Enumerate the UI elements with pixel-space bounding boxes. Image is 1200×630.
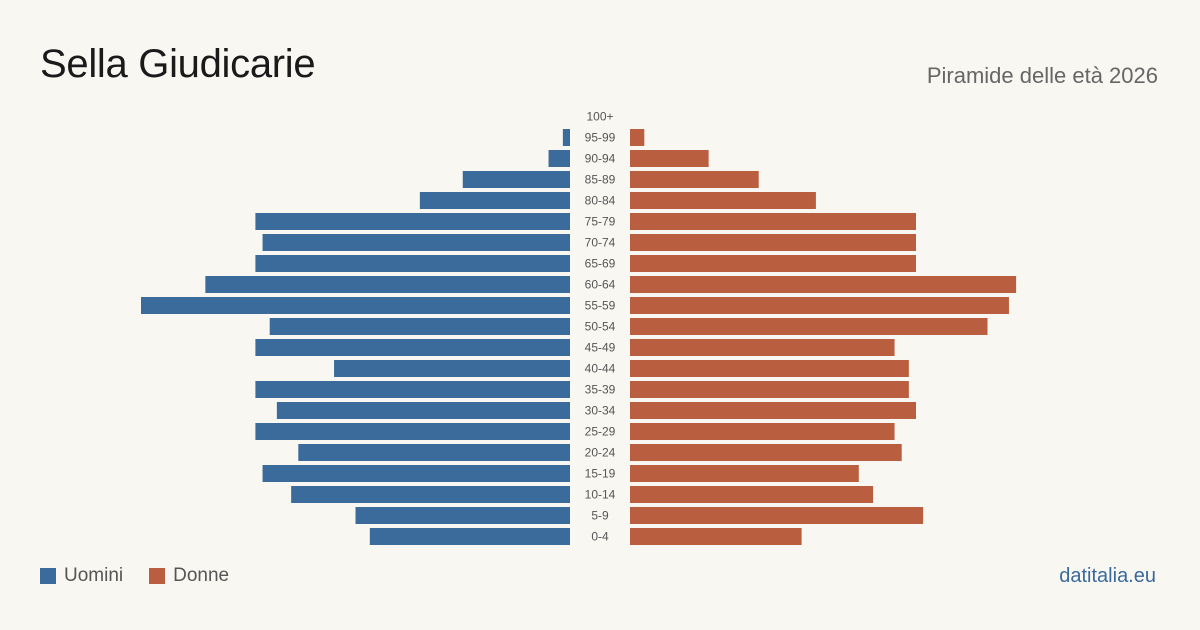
age-label-70-74: 70-74	[585, 236, 616, 250]
age-label-85-89: 85-89	[585, 173, 616, 187]
bar-men-25-29	[255, 423, 570, 440]
age-label-75-79: 75-79	[585, 215, 616, 229]
bar-men-30-34	[276, 402, 570, 419]
bar-men-40-44	[334, 360, 570, 377]
chart-title: Sella Giudicarie	[40, 42, 316, 86]
bar-men-75-79	[255, 213, 570, 230]
bar-women-25-29	[630, 423, 895, 440]
chart-subtitle: Piramide delle età 2026	[926, 63, 1158, 88]
bar-women-40-44	[630, 360, 909, 377]
age-label-80-84: 80-84	[585, 194, 616, 208]
bar-men-35-39	[255, 381, 570, 398]
bar-women-95-99	[630, 129, 645, 146]
bar-women-10-14	[630, 486, 874, 503]
legend-label-women: Donne	[173, 565, 230, 586]
bar-women-80-84	[630, 192, 816, 209]
age-label-95-99: 95-99	[585, 131, 616, 145]
bar-women-30-34	[630, 402, 916, 419]
age-label-55-59: 55-59	[585, 299, 616, 313]
bar-men-45-49	[255, 339, 570, 356]
age-label-15-19: 15-19	[585, 467, 616, 481]
bar-men-5-9	[355, 507, 570, 524]
bar-women-70-74	[630, 234, 916, 251]
bar-women-50-54	[630, 318, 988, 335]
bar-men-50-54	[269, 318, 570, 335]
bar-women-55-59	[630, 297, 1009, 314]
bar-women-75-79	[630, 213, 916, 230]
age-label-60-64: 60-64	[585, 278, 616, 292]
bar-men-55-59	[141, 297, 570, 314]
bar-women-0-4	[630, 528, 802, 545]
age-label-30-34: 30-34	[585, 404, 616, 418]
bar-women-35-39	[630, 381, 909, 398]
age-label-35-39: 35-39	[585, 383, 616, 397]
bar-women-5-9	[630, 507, 924, 524]
bar-men-60-64	[205, 276, 570, 293]
bar-men-70-74	[262, 234, 570, 251]
bar-women-15-19	[630, 465, 859, 482]
bar-men-90-94	[548, 150, 570, 167]
age-label-40-44: 40-44	[585, 362, 616, 376]
bar-women-85-89	[630, 171, 759, 188]
bar-women-60-64	[630, 276, 1017, 293]
age-label-10-14: 10-14	[585, 488, 616, 502]
age-label-90-94: 90-94	[585, 152, 616, 166]
legend-swatch-women	[149, 568, 166, 584]
brand-link[interactable]: datitalia.eu	[1059, 565, 1156, 587]
bar-men-95-99	[562, 129, 570, 146]
age-label-65-69: 65-69	[585, 257, 616, 271]
legend-label-men: Uomini	[64, 565, 124, 586]
bar-men-85-89	[462, 171, 570, 188]
bar-men-15-19	[262, 465, 570, 482]
bar-men-65-69	[255, 255, 570, 272]
age-label-0-4: 0-4	[591, 530, 609, 544]
bar-men-80-84	[419, 192, 570, 209]
bar-women-20-24	[630, 444, 902, 461]
bar-women-90-94	[630, 150, 709, 167]
bar-men-20-24	[298, 444, 570, 461]
legend: Uomini Donne	[40, 565, 255, 587]
age-label-25-29: 25-29	[585, 425, 616, 439]
age-label-45-49: 45-49	[585, 341, 616, 355]
bar-men-0-4	[369, 528, 570, 545]
age-label-5-9: 5-9	[591, 509, 609, 523]
legend-item-women: Donne	[149, 565, 229, 587]
legend-item-men: Uomini	[40, 565, 123, 587]
bar-men-10-14	[291, 486, 570, 503]
age-label-50-54: 50-54	[585, 320, 616, 334]
age-label-100+: 100+	[586, 110, 613, 124]
bar-women-65-69	[630, 255, 916, 272]
legend-swatch-men	[40, 568, 56, 584]
bar-women-45-49	[630, 339, 895, 356]
age-label-20-24: 20-24	[585, 446, 616, 460]
